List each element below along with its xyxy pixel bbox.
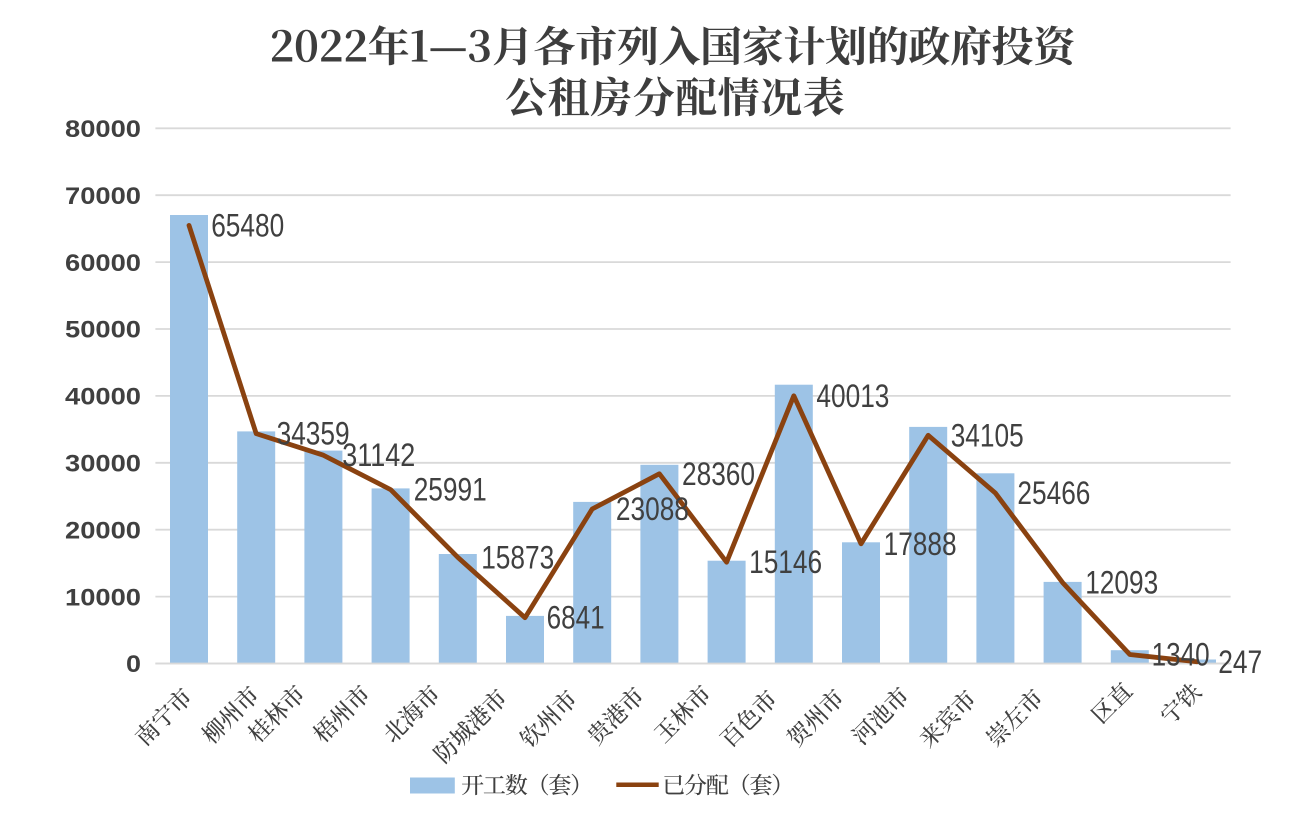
svg-text:25991: 25991: [414, 472, 487, 508]
svg-text:80000: 80000: [65, 116, 141, 143]
svg-text:65480: 65480: [211, 207, 284, 243]
svg-text:10000: 10000: [65, 584, 141, 611]
svg-text:6841: 6841: [547, 600, 605, 636]
svg-text:70000: 70000: [65, 183, 141, 210]
svg-text:15146: 15146: [749, 544, 822, 580]
svg-text:12093: 12093: [1085, 565, 1158, 601]
svg-text:60000: 60000: [65, 250, 141, 277]
svg-text:0: 0: [126, 651, 141, 678]
svg-text:30000: 30000: [65, 451, 141, 478]
svg-text:1340: 1340: [1152, 637, 1210, 673]
svg-text:15873: 15873: [481, 539, 554, 575]
svg-text:34105: 34105: [951, 417, 1024, 453]
svg-text:20000: 20000: [65, 517, 141, 544]
svg-text:40000: 40000: [65, 384, 141, 411]
svg-text:28360: 28360: [682, 456, 755, 492]
svg-text:50000: 50000: [65, 317, 141, 344]
svg-text:31142: 31142: [342, 437, 415, 473]
svg-text:17888: 17888: [884, 526, 957, 562]
svg-text:23088: 23088: [616, 491, 689, 527]
svg-text:34359: 34359: [277, 416, 350, 452]
svg-text:247: 247: [1218, 644, 1262, 680]
svg-text:40013: 40013: [816, 378, 889, 414]
svg-text:25466: 25466: [1017, 475, 1090, 511]
